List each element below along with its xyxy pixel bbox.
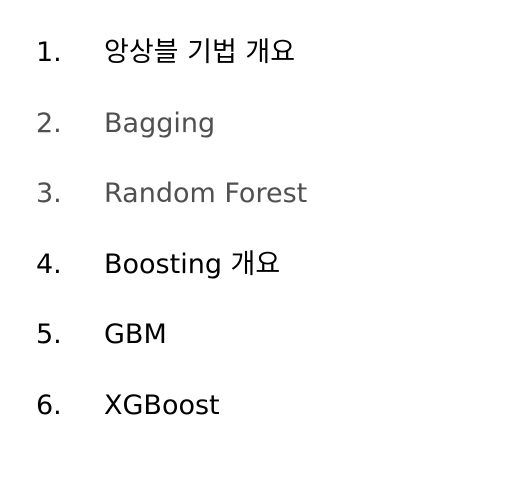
toc-item-label: Bagging <box>104 107 216 139</box>
toc-item-number: 1. <box>36 37 62 68</box>
toc-item-label: Boosting 개요 <box>104 248 281 280</box>
toc-item-label: 앙상블 기법 개요 <box>104 37 296 68</box>
toc-item-number: 4. <box>36 248 62 280</box>
toc-item-label: GBM <box>104 319 167 350</box>
toc-item-label: XGBoost <box>104 389 220 421</box>
toc-item-number: 2. <box>36 107 62 139</box>
toc-item-number: 6. <box>36 389 62 421</box>
toc-item-label: Random Forest <box>104 178 308 209</box>
toc-item-number: 5. <box>36 319 62 350</box>
toc-item-number: 3. <box>36 178 62 209</box>
